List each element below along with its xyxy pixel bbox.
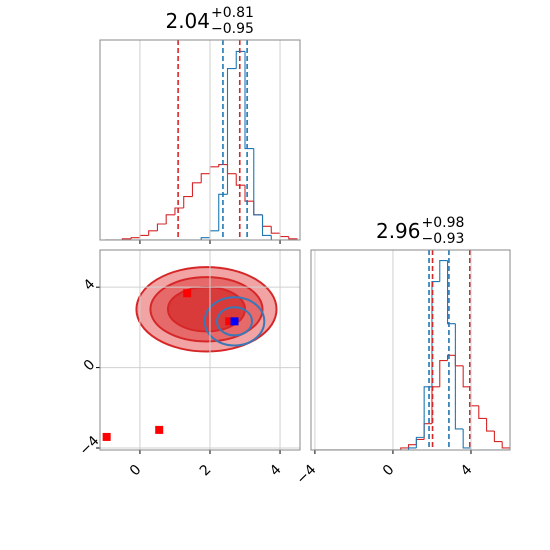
histogram-step [174, 207, 184, 215]
histogram-step [447, 260, 456, 325]
contour [215, 306, 254, 337]
histogram-step [261, 214, 272, 227]
y-tick-label: 4 [81, 276, 99, 294]
axes-frame [310, 249, 511, 451]
histogram-step [279, 233, 289, 238]
histogram-step [209, 166, 219, 174]
histogram-step [454, 355, 464, 367]
panel [102, 266, 278, 441]
histogram-step [423, 386, 432, 438]
histogram-step [218, 193, 228, 231]
histogram-step [235, 50, 246, 69]
x-tick-label: 2 [197, 462, 215, 480]
title-plus: +0.81 [211, 5, 254, 21]
histogram-step [244, 185, 254, 202]
histogram-step [244, 51, 254, 150]
y-tick-label: −4 [77, 433, 103, 459]
histogram-step [200, 173, 210, 183]
point [155, 425, 164, 434]
histogram-step [407, 444, 417, 448]
title-minus: −0.93 [422, 231, 465, 247]
histogram-step [209, 230, 219, 238]
histogram-step [183, 196, 193, 208]
x-tick-label: 0 [380, 462, 398, 480]
histogram-step [261, 214, 272, 236]
histogram-step [400, 447, 409, 450]
histogram-step [200, 237, 210, 240]
histogram-step [130, 237, 140, 239]
axes-frame [99, 39, 301, 241]
title-value: 2.04 [165, 9, 210, 33]
point [183, 289, 192, 298]
histogram-step [253, 148, 263, 216]
histogram-step [470, 386, 479, 407]
point [225, 317, 234, 326]
title-plus: +0.98 [422, 215, 465, 231]
x-tick-label: −4 [294, 462, 320, 488]
histogram-step [191, 182, 202, 197]
x-tick-label: 0 [127, 462, 145, 480]
histogram-step [235, 173, 246, 186]
histogram-step [288, 236, 298, 240]
histogram-step [431, 281, 440, 387]
histogram-step [454, 323, 464, 430]
histogram-step [218, 164, 228, 167]
histogram-step [423, 423, 432, 440]
histogram-step [486, 418, 495, 432]
x-tick-label: 4 [458, 462, 476, 480]
axes-frame [99, 249, 301, 451]
histogram-step [407, 447, 417, 450]
histogram-step [439, 259, 448, 282]
title-minus: −0.95 [211, 21, 254, 37]
histogram-step [462, 365, 471, 388]
x-tick-label: 4 [267, 462, 285, 480]
histogram-step [462, 428, 471, 449]
histogram-step [478, 405, 487, 419]
contour [203, 296, 266, 347]
y-tick-label: 0 [81, 357, 99, 375]
histogram-step [226, 164, 237, 175]
histogram-step [415, 438, 425, 445]
title-value: 2.96 [376, 219, 421, 243]
point [102, 432, 111, 441]
histogram-step [270, 235, 281, 240]
histogram-step [270, 226, 281, 234]
panel [314, 250, 510, 450]
histogram-step [148, 230, 158, 236]
histogram-step [253, 201, 263, 216]
histogram-step [415, 436, 425, 448]
point [230, 317, 239, 326]
histogram-step [493, 431, 503, 443]
histogram-step [226, 68, 237, 195]
panel [104, 40, 298, 240]
histogram-step [439, 359, 448, 387]
histogram-step [447, 354, 456, 361]
histogram-step [156, 223, 167, 231]
histogram-step [501, 441, 510, 449]
histogram-step [139, 234, 149, 238]
histogram-step [165, 214, 175, 224]
